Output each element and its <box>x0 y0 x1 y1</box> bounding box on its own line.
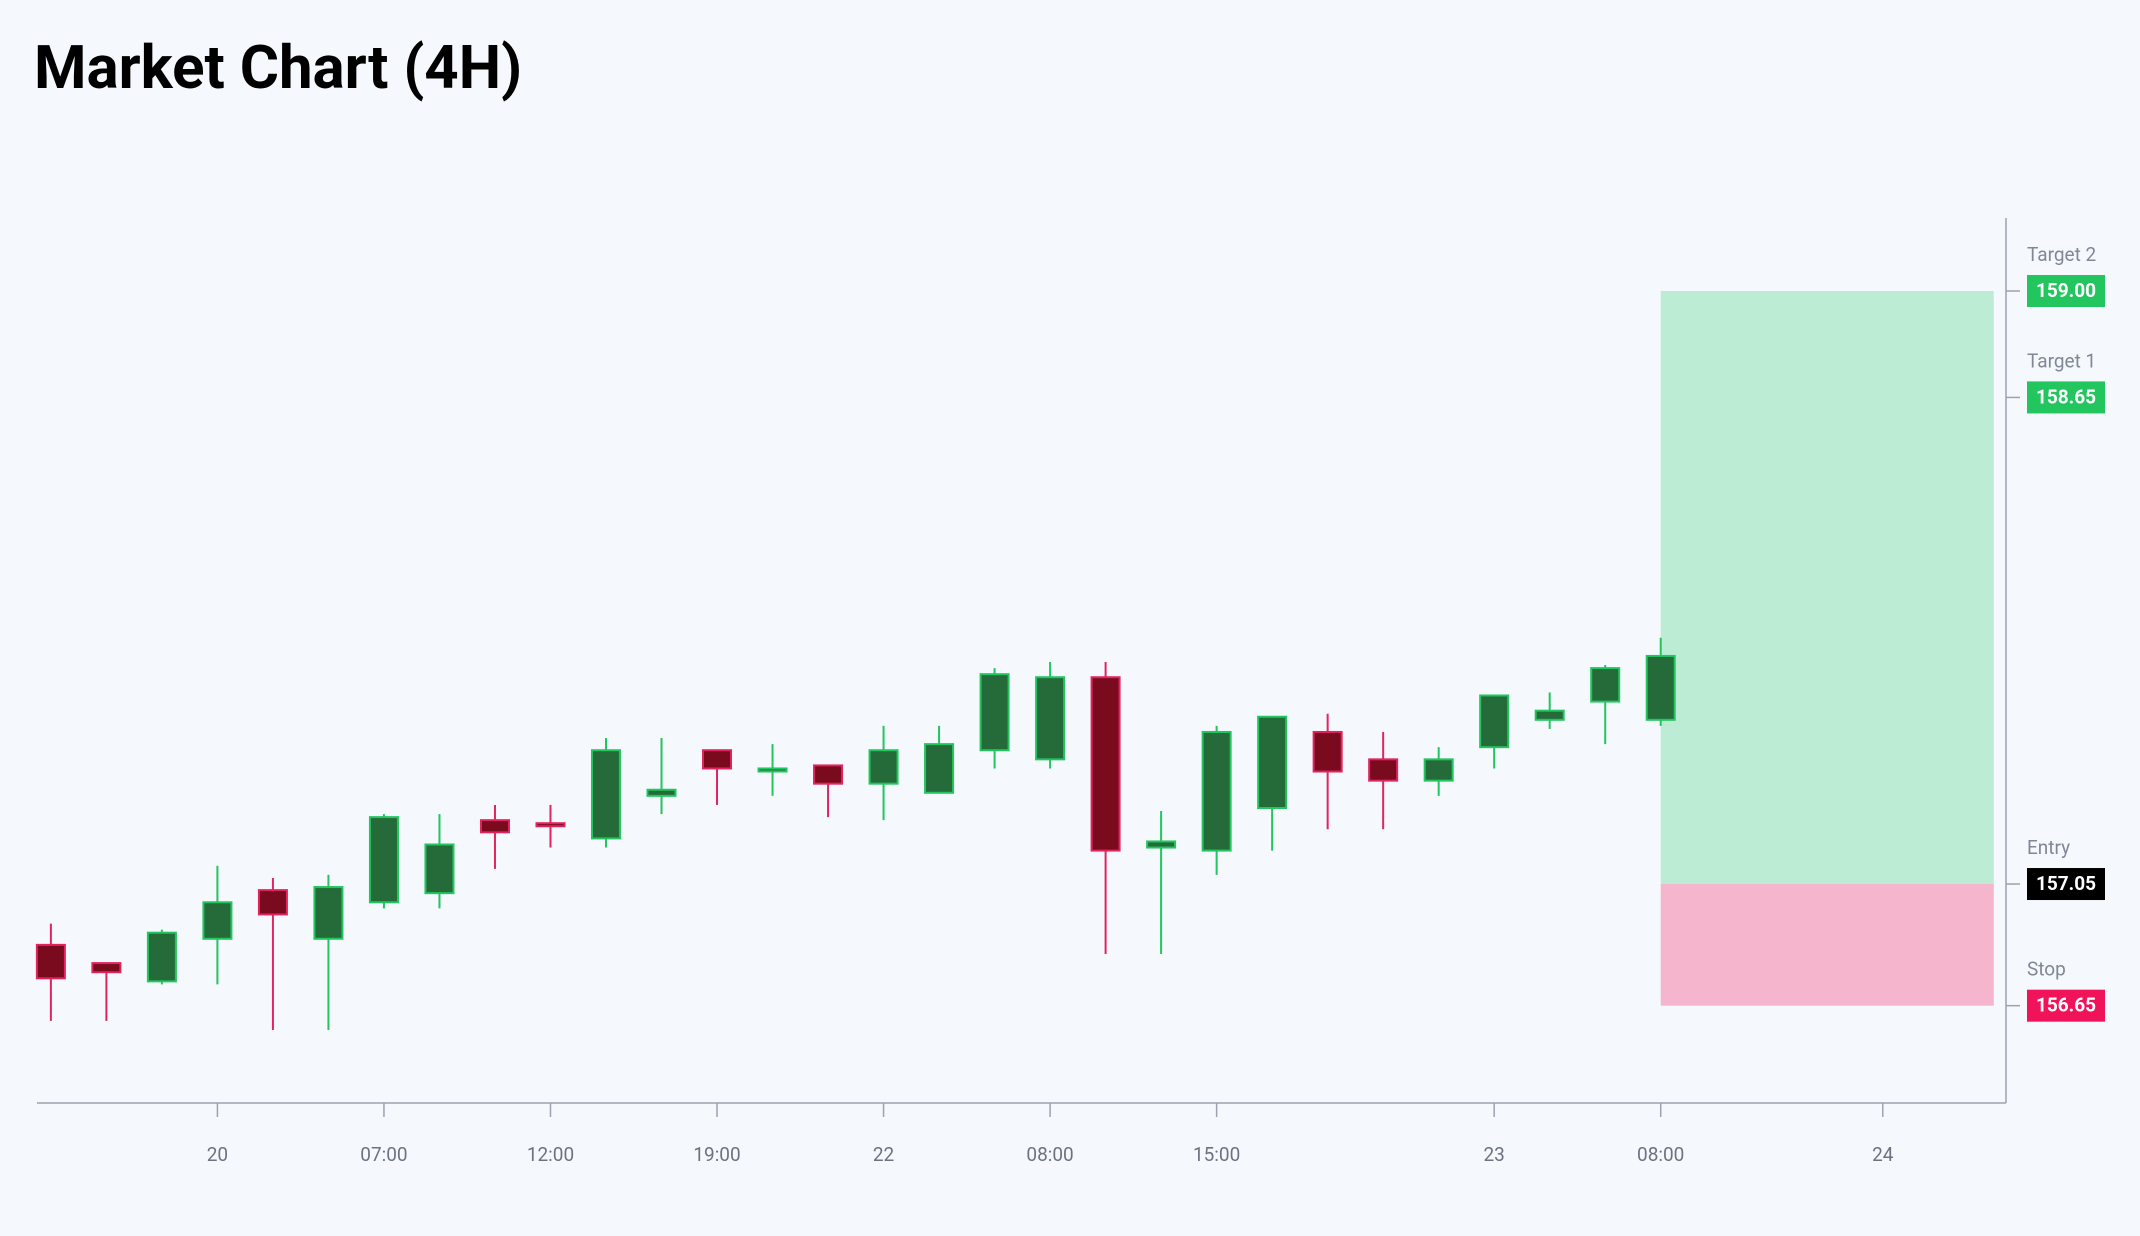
candle-body <box>1090 676 1121 852</box>
candle-body <box>535 822 566 828</box>
level-name: Stop <box>2027 958 2066 981</box>
x-tick-label: 07:00 <box>360 1143 407 1166</box>
level-badge <box>2027 989 2105 1022</box>
candle-body <box>702 749 733 770</box>
candle-body <box>868 749 899 785</box>
level-name: Target 2 <box>2027 243 2096 266</box>
candle-body <box>35 943 66 980</box>
candle-body <box>1534 709 1565 721</box>
level-name: Target 1 <box>2027 349 2096 372</box>
candle-body <box>1146 840 1177 849</box>
candle-body <box>757 767 788 773</box>
x-tick-label: 15:00 <box>1193 1143 1240 1166</box>
level-badge <box>2027 274 2105 307</box>
chart-title: Market Chart (4H) <box>34 32 522 103</box>
level-badge <box>2027 381 2105 414</box>
candle-body <box>1645 654 1676 721</box>
level-value: 159.00 <box>2036 279 2096 302</box>
level-value: 158.65 <box>2036 385 2096 408</box>
candle-body <box>646 788 677 797</box>
x-tick-label: 22 <box>873 1143 894 1166</box>
candle-body <box>368 816 399 904</box>
x-tick-label: 12:00 <box>527 1143 574 1166</box>
profit-zone <box>1660 290 1994 885</box>
candle-body <box>479 819 510 834</box>
level-name: Entry <box>2027 836 2070 859</box>
candle-body <box>924 743 955 794</box>
candle-body <box>202 901 233 940</box>
candle-body <box>424 843 455 895</box>
x-tick-label: 20 <box>207 1143 228 1166</box>
candle-body <box>1423 758 1454 782</box>
candle-body <box>146 931 177 983</box>
x-tick-label: 08:00 <box>1026 1143 1073 1166</box>
candle-body <box>313 886 344 940</box>
x-tick-label: 24 <box>1872 1143 1894 1166</box>
candle-body <box>979 673 1010 752</box>
loss-zone <box>1660 884 1994 1006</box>
candle-body <box>1590 667 1621 703</box>
level-badge <box>2027 868 2105 901</box>
level-value: 156.65 <box>2036 994 2096 1017</box>
candle-body <box>1479 694 1510 749</box>
x-tick-label: 19:00 <box>693 1143 740 1166</box>
level-value: 157.05 <box>2036 872 2096 895</box>
candle-body <box>1368 758 1399 782</box>
candle-body <box>1312 730 1343 773</box>
candle-body <box>1257 715 1288 809</box>
candle-body <box>91 962 122 974</box>
candle-body <box>1035 676 1066 761</box>
candle-body <box>257 889 288 916</box>
x-tick-label: 08:00 <box>1637 1143 1684 1166</box>
candle-body <box>813 764 844 785</box>
candle-body <box>590 749 621 840</box>
x-tick-label: 23 <box>1484 1143 1505 1166</box>
candle-body <box>1201 730 1232 852</box>
